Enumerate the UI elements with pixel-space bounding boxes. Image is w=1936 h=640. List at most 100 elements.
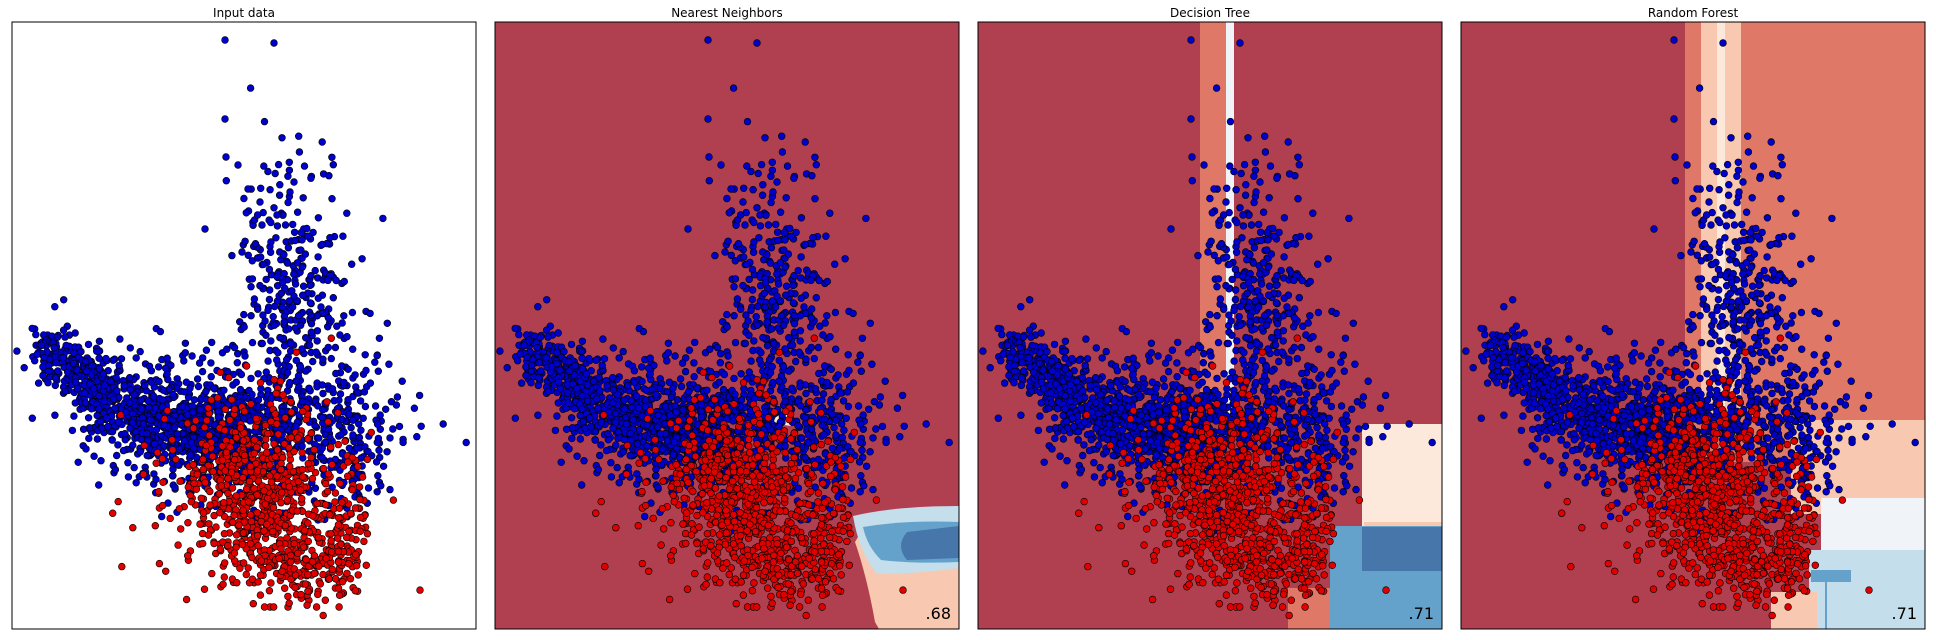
point-blue [577, 347, 586, 356]
point-blue [267, 238, 275, 246]
point-blue [281, 221, 290, 229]
point-blue [733, 295, 742, 303]
point-blue [622, 420, 631, 428]
point-blue [126, 424, 134, 432]
point-red [268, 527, 277, 536]
point-blue [163, 370, 171, 378]
point-red [319, 464, 328, 473]
point-red [176, 477, 184, 485]
point-red [327, 443, 335, 451]
point-blue [831, 260, 839, 268]
point-red [298, 449, 306, 457]
point-red [273, 446, 282, 454]
point-blue [812, 161, 820, 169]
point-blue [379, 462, 388, 470]
point-blue [111, 404, 119, 412]
point-red [262, 435, 270, 444]
panel-input-data: Input data [11, 6, 477, 630]
point-blue [703, 386, 711, 394]
point-blue [704, 115, 712, 123]
point-blue [553, 412, 561, 420]
point-red [328, 460, 336, 469]
point-red [345, 527, 353, 536]
point-blue [371, 402, 380, 410]
point-blue [857, 367, 865, 375]
point-blue [609, 344, 618, 352]
point-blue [256, 281, 264, 290]
point-blue [240, 323, 248, 331]
point-red [334, 584, 343, 592]
point-blue [97, 457, 105, 465]
point-red [284, 592, 292, 601]
point-red [225, 373, 233, 382]
point-red [189, 461, 197, 469]
point-blue [283, 356, 291, 364]
point-red [335, 591, 344, 599]
point-blue [318, 138, 326, 146]
point-blue [258, 221, 266, 229]
point-blue [59, 354, 67, 362]
point-blue [59, 296, 68, 304]
point-red [253, 467, 262, 475]
point-blue [849, 309, 857, 318]
point-blue [277, 289, 286, 297]
point-red [254, 541, 262, 550]
point-red [253, 443, 261, 451]
point-red [233, 578, 241, 587]
point-blue [669, 384, 677, 392]
point-blue [301, 250, 310, 258]
point-blue [413, 433, 421, 441]
point-blue [782, 291, 790, 299]
point-blue [114, 441, 122, 449]
point-blue [781, 236, 789, 244]
point-blue [624, 382, 632, 390]
point-blue [321, 438, 329, 447]
point-blue [730, 374, 738, 383]
point-blue [260, 260, 268, 269]
point-red [308, 474, 317, 483]
point-blue [820, 431, 828, 439]
point-red [257, 557, 266, 565]
point-blue [724, 237, 732, 246]
point-red [304, 537, 312, 546]
point-blue [241, 352, 249, 360]
point-blue [345, 410, 353, 418]
point-blue [100, 397, 109, 405]
point-blue [634, 404, 643, 412]
point-red [363, 455, 372, 464]
point-blue [124, 473, 133, 481]
point-blue [534, 303, 542, 311]
point-red [152, 459, 160, 467]
point-blue [578, 337, 587, 345]
point-blue [385, 360, 393, 368]
point-red [199, 539, 207, 548]
point-red [153, 449, 162, 457]
point-blue [181, 339, 190, 347]
point-blue [417, 422, 425, 430]
point-blue [639, 327, 648, 336]
point-blue [759, 333, 767, 342]
point-blue [71, 399, 79, 407]
point-blue [126, 386, 135, 394]
point-blue [94, 481, 103, 489]
point-blue [222, 153, 230, 161]
point-blue [313, 337, 321, 345]
point-red [273, 472, 281, 480]
point-blue [254, 396, 263, 404]
point-blue [568, 434, 576, 443]
point-blue [280, 251, 288, 259]
point-blue [353, 444, 361, 452]
point-blue [344, 365, 352, 373]
point-red [354, 571, 362, 579]
point-blue [136, 347, 144, 356]
point-blue [150, 440, 159, 448]
point-red [334, 558, 343, 566]
point-red [250, 449, 259, 458]
point-blue [785, 367, 793, 375]
point-red [205, 431, 214, 440]
point-blue [210, 384, 218, 392]
point-blue [348, 260, 356, 268]
point-red [182, 595, 191, 604]
point-blue [285, 158, 293, 167]
point-blue [749, 186, 757, 194]
